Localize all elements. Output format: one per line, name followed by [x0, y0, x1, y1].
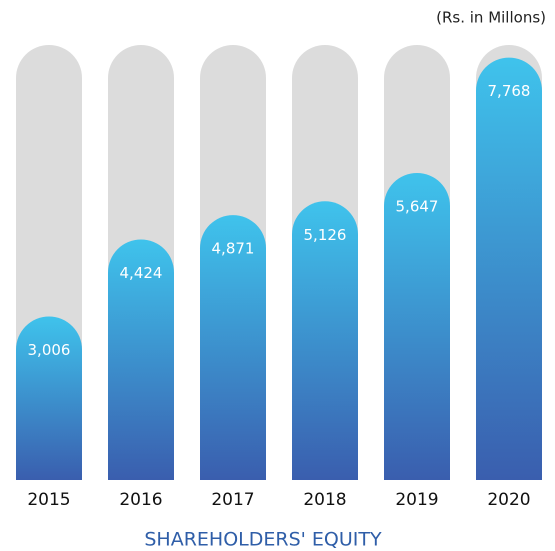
- bar: [108, 239, 174, 480]
- chart-title: SHAREHOLDERS' EQUITY: [144, 529, 382, 551]
- x-tick-label: 2016: [119, 490, 162, 510]
- value-label: 5,647: [396, 197, 439, 215]
- value-label: 4,424: [120, 264, 163, 282]
- unit-label: (Rs. in Millons): [436, 9, 546, 27]
- bar: [384, 172, 450, 480]
- bar: [200, 215, 266, 480]
- bar: [292, 201, 358, 480]
- x-tick-label: 2015: [27, 490, 70, 510]
- value-label: 4,871: [212, 240, 255, 258]
- value-label: 7,768: [488, 82, 531, 100]
- bar: [476, 57, 542, 481]
- value-label: 3,006: [28, 341, 71, 359]
- value-label: 5,126: [304, 226, 347, 244]
- x-tick-label: 2020: [487, 490, 530, 510]
- x-tick-label: 2019: [395, 490, 438, 510]
- x-tick-label: 2018: [303, 490, 346, 510]
- bar: [16, 316, 82, 480]
- x-tick-label: 2017: [211, 490, 254, 510]
